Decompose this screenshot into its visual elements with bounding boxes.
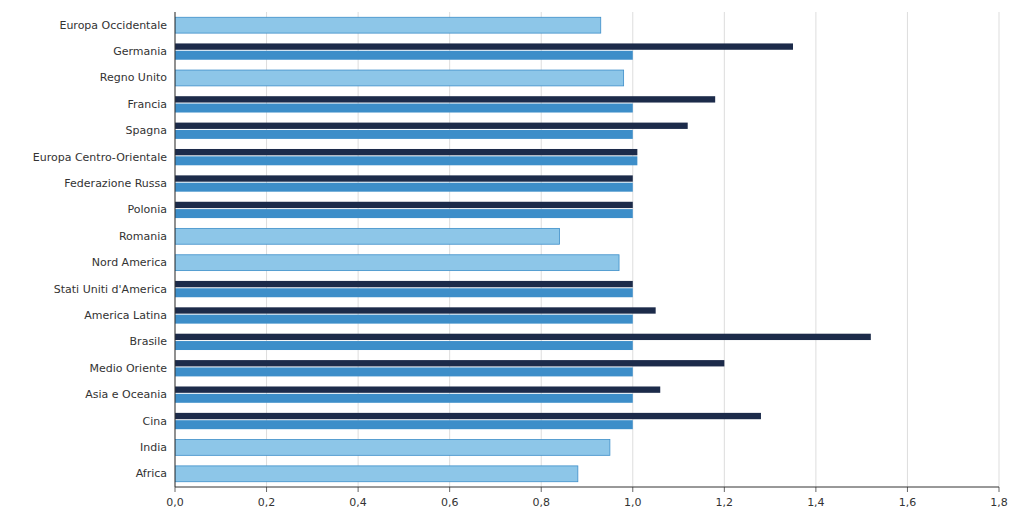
tick-label: 1,0 xyxy=(624,496,642,509)
tick-label: 0,6 xyxy=(441,496,459,509)
bar xyxy=(175,43,793,49)
bar xyxy=(175,123,688,129)
tick-mark xyxy=(266,487,267,492)
tick-label: 0,0 xyxy=(166,496,184,509)
category-label: Europa Occidentale xyxy=(59,19,167,32)
y-axis-line xyxy=(175,12,176,487)
grid xyxy=(175,12,999,487)
category-label: Spagna xyxy=(126,124,167,137)
bar xyxy=(175,183,633,192)
tick-label: 1,6 xyxy=(899,496,917,509)
tick-mark xyxy=(632,487,633,492)
category-label: Cina xyxy=(143,415,167,428)
bar xyxy=(175,341,633,350)
grid-line xyxy=(999,12,1000,487)
tick-label: 0,2 xyxy=(258,496,276,509)
grid-line xyxy=(907,12,908,487)
bar xyxy=(175,228,560,244)
tick-mark xyxy=(907,487,908,492)
bar xyxy=(175,70,624,86)
tick-label: 1,2 xyxy=(716,496,734,509)
category-label: Nord America xyxy=(92,256,167,269)
tick-label: 1,4 xyxy=(807,496,825,509)
category-label: Medio Oriente xyxy=(89,362,167,375)
bar xyxy=(175,51,633,60)
category-label: Stati Uniti d'America xyxy=(54,283,167,296)
bar xyxy=(175,104,633,113)
grid-line xyxy=(175,12,176,487)
bar xyxy=(175,466,578,482)
x-axis: 0,0 0,2 0,4 0,6 0,8 1,0 1,2 1,4 1,6 1,8 xyxy=(166,487,1008,509)
tick-mark xyxy=(724,487,725,492)
bar xyxy=(175,413,761,419)
category-label: Germania xyxy=(113,45,167,58)
bar xyxy=(175,334,871,340)
x-axis-line xyxy=(175,487,999,488)
category-label: Regno Unito xyxy=(100,71,167,84)
bar xyxy=(175,96,715,102)
bar xyxy=(175,149,637,155)
tick-mark xyxy=(999,487,1000,492)
tick-mark xyxy=(541,487,542,492)
tick-mark xyxy=(449,487,450,492)
category-label: Asia e Oceania xyxy=(85,388,167,401)
category-label: Europa Centro-Orientale xyxy=(33,151,167,164)
category-label: Federazione Russa xyxy=(64,177,167,190)
grid-line xyxy=(815,12,816,487)
bars xyxy=(175,17,871,481)
category-label: India xyxy=(140,441,167,454)
tick-mark xyxy=(815,487,816,492)
bar xyxy=(175,360,724,366)
bar xyxy=(175,394,633,403)
category-label: Africa xyxy=(136,467,167,480)
category-label: America Latina xyxy=(84,309,167,322)
bar xyxy=(175,281,633,287)
y-axis: Europa Occidentale Germania Regno Unito Fra… xyxy=(33,19,167,481)
bar xyxy=(175,156,637,165)
category-label: Brasile xyxy=(130,335,168,348)
bar xyxy=(175,130,633,139)
tick-label: 0,8 xyxy=(532,496,550,509)
bar xyxy=(175,386,660,392)
bar xyxy=(175,209,633,218)
tick-label: 1,8 xyxy=(990,496,1008,509)
chart: 0,0 0,2 0,4 0,6 0,8 1,0 1,2 1,4 1,6 1,8 Europa Occ… xyxy=(0,0,1024,521)
tick-mark xyxy=(175,487,176,492)
bar xyxy=(175,315,633,324)
bar xyxy=(175,202,633,208)
bar xyxy=(175,307,656,313)
category-label: Polonia xyxy=(127,203,167,216)
bar xyxy=(175,440,610,456)
bar xyxy=(175,17,601,33)
bar xyxy=(175,175,633,181)
bar xyxy=(175,255,619,271)
bar xyxy=(175,367,633,376)
tick-label: 0,4 xyxy=(349,496,367,509)
tick-mark xyxy=(358,487,359,492)
category-label: Francia xyxy=(127,98,167,111)
bar xyxy=(175,288,633,297)
category-label: Romania xyxy=(119,230,167,243)
bar xyxy=(175,420,633,429)
